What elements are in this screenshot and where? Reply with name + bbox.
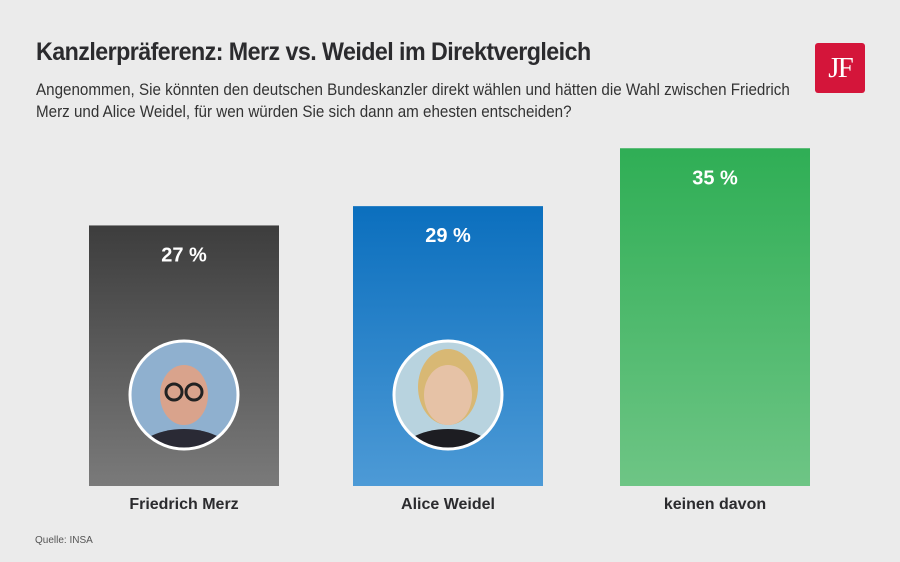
category-label: Friedrich Merz	[129, 496, 238, 513]
bar-2	[620, 148, 810, 486]
value-label: 27 %	[161, 244, 207, 266]
value-label: 29 %	[425, 225, 471, 247]
jf-logo: JF	[815, 43, 865, 93]
category-label: keinen davon	[664, 496, 766, 513]
source-note: Quelle: INSA	[35, 535, 93, 546]
category-label: Alice Weidel	[401, 496, 495, 513]
value-label: 35 %	[692, 167, 738, 189]
chart-subtitle: Angenommen, Sie könnten den deutschen Bu…	[36, 81, 790, 121]
chart-title: Kanzlerpräferenz: Merz vs. Weidel im Dir…	[36, 38, 591, 66]
